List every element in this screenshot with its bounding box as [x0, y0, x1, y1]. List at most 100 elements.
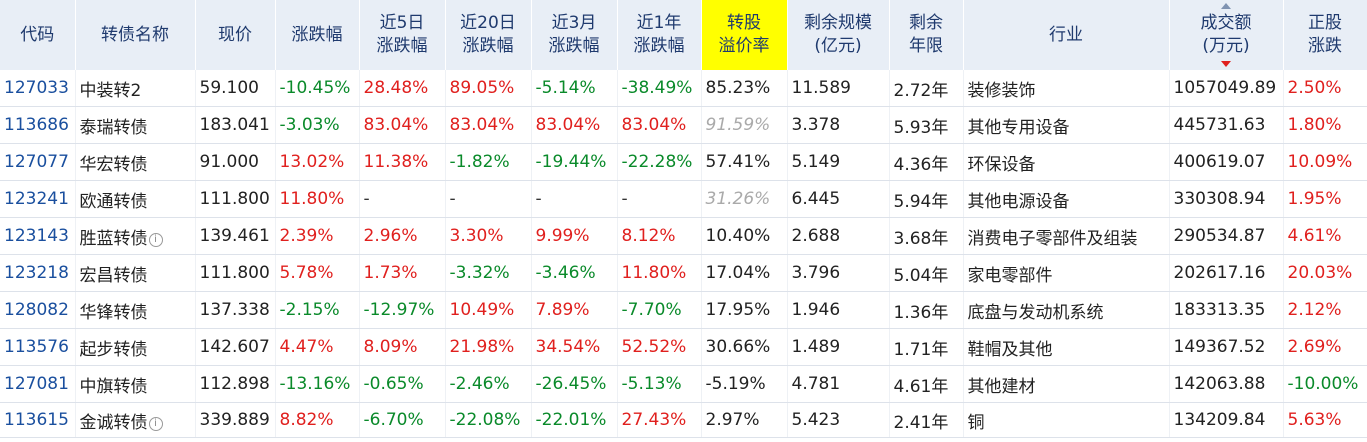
- cell-name[interactable]: 中装转2: [75, 70, 196, 107]
- cell-change: 5.78%: [275, 254, 360, 292]
- table-row[interactable]: 113615 金诚转债 i 339.889 8.82% -6.70% -22.08% -22.…: [0, 402, 1367, 438]
- cell-stock_change: 4.61%: [1283, 217, 1367, 255]
- cell-name[interactable]: 泰瑞转债: [75, 106, 196, 144]
- column-header-years[interactable]: 剩余 年限: [889, 0, 964, 70]
- table-row[interactable]: 123218 宏昌转债 111.800 5.78% 1.73% -3.32% -3.46% 1…: [0, 254, 1367, 292]
- cell-name[interactable]: 华宏转债: [75, 143, 196, 181]
- column-header-turnover[interactable]: 成交额 (万元): [1169, 0, 1284, 70]
- cell-scale: 6.445: [787, 180, 890, 218]
- bond-name[interactable]: 金诚转债: [79, 412, 148, 433]
- cell-change: -3.03%: [275, 106, 360, 144]
- table-row[interactable]: 113576 起步转债 142.607 4.47% 8.09% 21.98% 34.54% 5…: [0, 328, 1367, 366]
- cell-name[interactable]: 宏昌转债: [75, 254, 196, 292]
- cell-code[interactable]: 123218: [0, 254, 76, 292]
- bond-name[interactable]: 胜蓝转债: [79, 228, 148, 249]
- cell-change5d: 8.09%: [359, 328, 446, 366]
- sort-descending-icon[interactable]: [1221, 61, 1231, 67]
- cell-name[interactable]: 胜蓝转债 i: [75, 217, 196, 255]
- cell-industry: 底盘与发动机系统: [963, 291, 1170, 329]
- column-header-industry[interactable]: 行业: [963, 0, 1170, 70]
- cell-change3m: 9.99%: [531, 217, 618, 255]
- cell-premium: 85.23%: [701, 70, 788, 107]
- column-header-change20d[interactable]: 近20日 涨跌幅: [445, 0, 532, 70]
- column-header-scale[interactable]: 剩余规模 (亿元): [787, 0, 890, 70]
- bond-name[interactable]: 宏昌转债: [79, 265, 148, 286]
- cell-change3m: -3.46%: [531, 254, 618, 292]
- cell-name[interactable]: 金诚转债 i: [75, 402, 196, 438]
- cell-turnover: 183313.35: [1169, 291, 1284, 329]
- table-row[interactable]: 123143 胜蓝转债 i 139.461 2.39% 2.96% 3.30% 9.99% 8.…: [0, 217, 1367, 255]
- cell-code[interactable]: 128082: [0, 291, 76, 329]
- table-row[interactable]: 127033 中装转2 59.100 -10.45% 28.48% 89.05% -5.14…: [0, 70, 1367, 107]
- column-header-name[interactable]: 转债名称: [75, 0, 196, 70]
- table-row[interactable]: 123241 欧通转债 111.800 11.80% - - - -31.26% 6.445 5.…: [0, 180, 1367, 218]
- cell-years: 1.71年: [889, 328, 964, 366]
- cell-scale: 3.796: [787, 254, 890, 292]
- cell-change5d: -0.65%: [359, 365, 446, 403]
- cell-price: 59.100: [195, 70, 276, 107]
- cell-premium: 57.41%: [701, 143, 788, 181]
- cell-industry: 铜: [963, 402, 1170, 438]
- bond-name[interactable]: 中装转2: [79, 80, 142, 101]
- cell-scale: 1.946: [787, 291, 890, 329]
- column-header-price[interactable]: 现价: [195, 0, 276, 70]
- cell-change: 2.39%: [275, 217, 360, 255]
- cell-stock_change: 1.80%: [1283, 106, 1367, 144]
- cell-change5d: 11.38%: [359, 143, 446, 181]
- cell-change5d: -12.97%: [359, 291, 446, 329]
- bond-name[interactable]: 华宏转债: [79, 154, 148, 175]
- cell-change3m: -22.01%: [531, 402, 618, 438]
- column-header-change[interactable]: 涨跌幅: [275, 0, 360, 70]
- cell-years: 2.72年: [889, 70, 964, 107]
- cell-code[interactable]: 127081: [0, 365, 76, 403]
- table-body: 127033 中装转2 59.100 -10.45% 28.48% 89.05% -5.14…: [0, 70, 1367, 438]
- cell-industry: 鞋帽及其他: [963, 328, 1170, 366]
- cell-code[interactable]: 123241: [0, 180, 76, 218]
- cell-years: 5.93年: [889, 106, 964, 144]
- cell-stock_change: 1.95%: [1283, 180, 1367, 218]
- cell-years: 4.36年: [889, 143, 964, 181]
- table-row[interactable]: 128082 华锋转债 137.338 -2.15% -12.97% 10.49% 7.89…: [0, 291, 1367, 329]
- cell-name[interactable]: 欧通转债: [75, 180, 196, 218]
- cell-price: 137.338: [195, 291, 276, 329]
- table-header-row: 代码 转债名称 现价 涨跌幅 近5日 涨跌幅 近20日 涨跌幅 近3月 涨跌幅 近1年 涨跌幅 转股 溢价…: [0, 0, 1367, 70]
- cell-change3m: 83.04%: [531, 106, 618, 144]
- column-header-change1y[interactable]: 近1年 涨跌幅: [617, 0, 702, 70]
- info-icon[interactable]: i: [148, 416, 163, 431]
- cell-premium: 17.04%: [701, 254, 788, 292]
- bond-name[interactable]: 欧通转债: [79, 191, 148, 212]
- cell-name[interactable]: 起步转债: [75, 328, 196, 366]
- cell-code[interactable]: 127077: [0, 143, 76, 181]
- cell-change3m: 34.54%: [531, 328, 618, 366]
- cell-years: 1.36年: [889, 291, 964, 329]
- cell-code[interactable]: 123143: [0, 217, 76, 255]
- cell-change: -10.45%: [275, 70, 360, 107]
- cell-premium: 17.95%: [701, 291, 788, 329]
- table-row[interactable]: 127077 华宏转债 91.000 13.02% 11.38% -1.82% -19.44…: [0, 143, 1367, 181]
- column-header-stock_change[interactable]: 正股 涨跌: [1283, 0, 1367, 70]
- column-header-premium[interactable]: 转股 溢价率: [701, 0, 788, 70]
- table-row[interactable]: 113686 泰瑞转债 183.041 -3.03% 83.04% 83.04% 83.04…: [0, 106, 1367, 144]
- table-row[interactable]: 127081 中旗转债 112.898 -13.16% -0.65% -2.46% -26.…: [0, 365, 1367, 403]
- cell-code[interactable]: 113576: [0, 328, 76, 366]
- cell-name[interactable]: 中旗转债: [75, 365, 196, 403]
- column-header-code[interactable]: 代码: [0, 0, 76, 70]
- column-header-change5d[interactable]: 近5日 涨跌幅: [359, 0, 446, 70]
- cell-name[interactable]: 华锋转债: [75, 291, 196, 329]
- cell-code[interactable]: 113615: [0, 402, 76, 438]
- cell-change1y: 52.52%: [617, 328, 702, 366]
- cell-code[interactable]: 127033: [0, 70, 76, 107]
- bond-name[interactable]: 中旗转债: [79, 376, 148, 397]
- bond-name[interactable]: 华锋转债: [79, 302, 148, 323]
- bond-name[interactable]: 泰瑞转债: [79, 117, 148, 138]
- cell-change: 13.02%: [275, 143, 360, 181]
- sort-ascending-icon[interactable]: [1221, 3, 1231, 9]
- cell-change: 4.47%: [275, 328, 360, 366]
- bond-name[interactable]: 起步转债: [79, 339, 148, 360]
- column-header-change3m[interactable]: 近3月 涨跌幅: [531, 0, 618, 70]
- cell-change1y: -38.49%: [617, 70, 702, 107]
- cell-stock_change: 2.69%: [1283, 328, 1367, 366]
- cell-premium: 2.97%: [701, 402, 788, 438]
- info-icon[interactable]: i: [148, 232, 163, 247]
- cell-code[interactable]: 113686: [0, 106, 76, 144]
